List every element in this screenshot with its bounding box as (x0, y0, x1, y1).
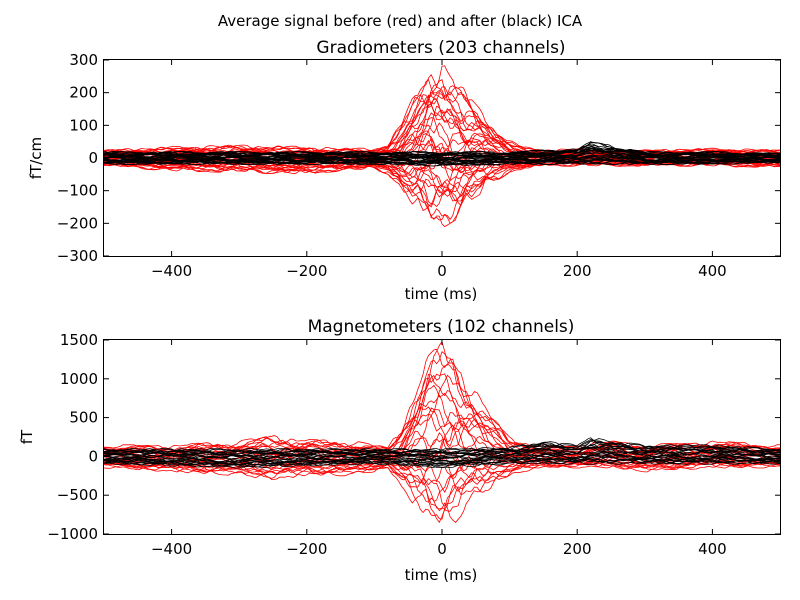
magnetometers-title: Magnetometers (102 channels) (308, 317, 575, 337)
gradiometers-ytick-label: −100 (57, 182, 98, 200)
magnetometers-xtick-label: −400 (151, 540, 192, 558)
gradiometers-ytick-label: −200 (57, 214, 98, 232)
magnetometers-ytick-label: 500 (69, 409, 98, 427)
magnetometers-ytick-label: 1000 (60, 370, 98, 388)
gradiometers-ytick-label: 0 (88, 149, 98, 167)
magnetometers-ytick-label: −1000 (47, 525, 98, 543)
gradiometers-before-ica-trace (104, 75, 780, 153)
gradiometers-before-ica-trace (104, 66, 780, 154)
magnetometers-ytick-label: 1500 (60, 331, 98, 349)
magnetometers-xtick-label: 0 (437, 540, 447, 558)
gradiometers-ytick-label: 300 (69, 51, 98, 69)
magnetometers-before-ica-trace (104, 463, 780, 520)
magnetometers-ylabel: fT (18, 429, 36, 444)
magnetometers-xtick-label: 200 (563, 540, 592, 558)
magnetometers-subplot: Magnetometers (102 channels) −400 −200 0 20… (18, 317, 781, 584)
gradiometers-xtick-label: 200 (563, 262, 592, 280)
magnetometers-before-ica-trace (104, 462, 780, 523)
gradiometers-before-ica-trace (104, 162, 780, 223)
gradiometers-ytick-label: −300 (57, 247, 98, 265)
magnetometers-xtick-label: −200 (286, 540, 327, 558)
magnetometers-xtick-label: 400 (698, 540, 727, 558)
magnetometers-traces (104, 342, 780, 523)
gradiometers-before-ica-trace (104, 161, 780, 207)
gradiometers-xtick-label: 400 (698, 262, 727, 280)
magnetometers-xlabel: time (ms) (405, 566, 478, 584)
gradiometers-ytick-label: 200 (69, 84, 98, 102)
gradiometers-xtick-label: 0 (437, 262, 447, 280)
gradiometers-title: Gradiometers (203 channels) (316, 38, 565, 58)
gradiometers-ytick-label: 100 (69, 116, 98, 134)
gradiometers-ylabel: fT/cm (27, 137, 45, 179)
gradiometers-subplot: Gradiometers (203 channels) −400 −200 0 200… (27, 38, 781, 303)
gradiometers-xtick-label: −400 (151, 262, 192, 280)
gradiometers-before-ica-trace (104, 90, 780, 155)
gradiometers-xtick-label: −200 (286, 262, 327, 280)
magnetometers-ytick-label: 0 (88, 447, 98, 465)
magnetometers-before-ica-trace (104, 359, 780, 452)
gradiometers-xlabel: time (ms) (405, 285, 478, 303)
gradiometers-traces (104, 66, 780, 227)
magnetometers-ytick-label: −500 (57, 486, 98, 504)
figure-suptitle: Average signal before (red) and after (b… (218, 12, 583, 30)
magnetometers-before-ica-trace (104, 385, 780, 455)
